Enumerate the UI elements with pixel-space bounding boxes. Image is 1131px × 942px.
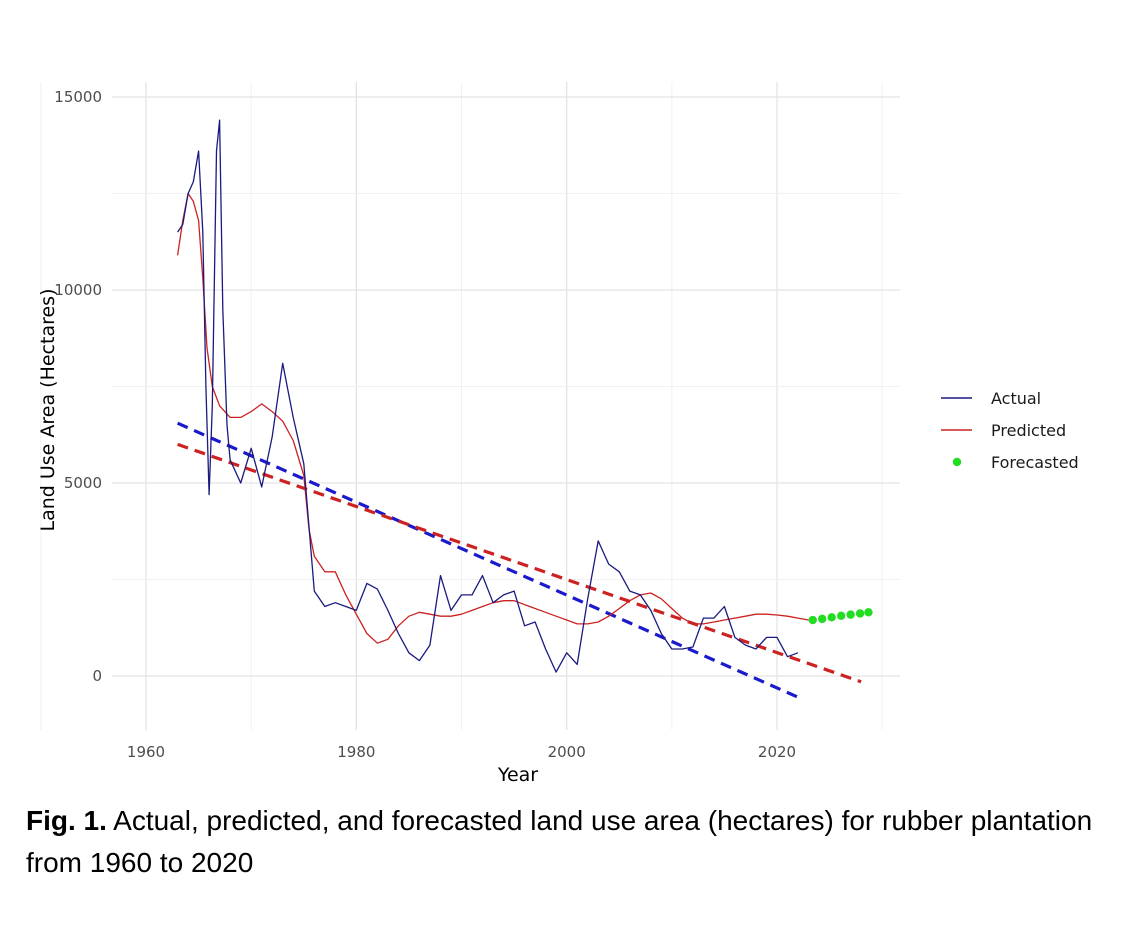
- y-tick-label: 0: [92, 667, 102, 685]
- y-axis-title: Land Use Area (Hectares): [37, 289, 59, 532]
- forecasted-point: [808, 615, 817, 625]
- forecasted-point: [864, 608, 873, 617]
- y-tick-label: 10000: [54, 281, 102, 299]
- actual-line: [177, 119, 799, 673]
- x-tick-label: 1960: [127, 743, 165, 761]
- legend-label: Actual: [991, 389, 1041, 408]
- legend-key-point: [952, 457, 962, 467]
- tick-labels: 1960 1980 2000 2020 0 5000 10000 15000: [54, 88, 796, 761]
- x-axis-title: Year: [497, 764, 538, 786]
- forecasted-point: [818, 614, 827, 624]
- figure-caption: Fig. 1. Actual, predicted, and forecaste…: [26, 800, 1116, 884]
- predicted-trend-line: [177, 442, 862, 684]
- y-tick-label: 15000: [54, 88, 102, 106]
- actual-trend-line: [176, 421, 799, 699]
- series-layer: [176, 119, 873, 699]
- forecasted-point: [827, 613, 836, 622]
- legend: Actual Predicted Forecasted: [941, 389, 1079, 472]
- grid: [40, 82, 900, 730]
- legend-label: Forecasted: [991, 453, 1079, 472]
- forecasted-point: [855, 609, 865, 618]
- x-tick-label: 1980: [337, 743, 375, 761]
- caption-text: Actual, predicted, and forecasted land u…: [26, 805, 1093, 878]
- x-tick-label: 2000: [548, 743, 586, 761]
- caption-label: Fig. 1.: [26, 805, 107, 836]
- forecasted-point: [836, 611, 846, 620]
- legend-label: Predicted: [991, 421, 1066, 440]
- y-tick-label: 5000: [64, 474, 102, 492]
- x-tick-label: 2020: [758, 743, 796, 761]
- forecasted-point: [846, 610, 855, 619]
- predicted-line: [176, 192, 809, 644]
- chart: 1960 1980 2000 2020 0 5000 10000 15000 Year Lan…: [37, 82, 1079, 786]
